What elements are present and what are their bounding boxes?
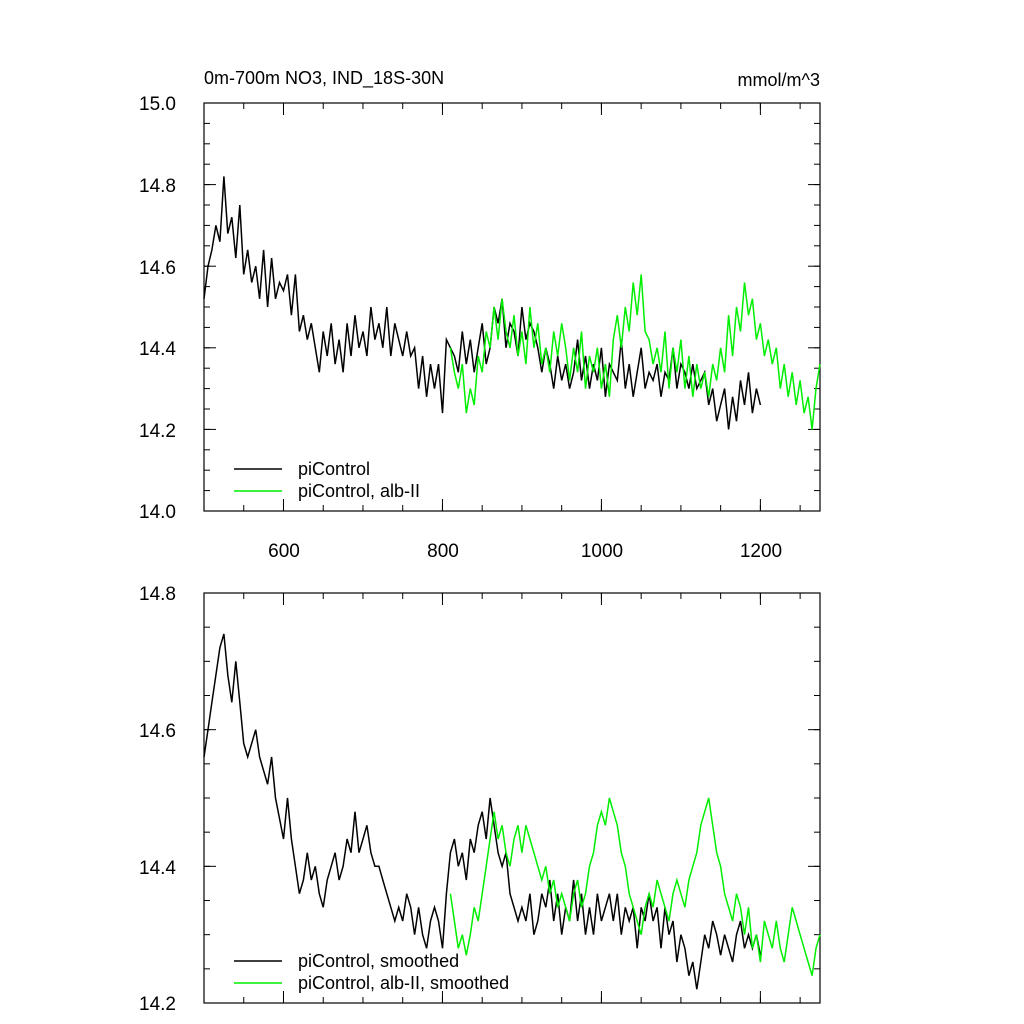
y-tick-label: 14.2 [139, 421, 176, 442]
series-line-picontrol [203, 176, 762, 430]
series-line-picontrol-alb-ii [449, 274, 821, 430]
top-plot-frame [203, 102, 821, 512]
legend-label: piControl, alb-II, smoothed [298, 973, 509, 993]
top-axis-ticks [204, 102, 820, 512]
y-tick-label: 14.4 [139, 858, 176, 879]
y-tick-label: 14.2 [139, 994, 176, 1015]
legend-label: piControl, smoothed [298, 951, 459, 971]
x-tick-label: 600 [268, 541, 300, 562]
y-tick-label: 14.4 [139, 339, 176, 360]
y-tick-label: 14.8 [139, 176, 176, 197]
y-tick-label: 15.0 [139, 94, 176, 115]
top-series-group [203, 176, 821, 430]
y-tick-label: 14.6 [139, 258, 176, 279]
series-line-picontrol-smoothed [203, 633, 762, 990]
y-tick-label: 14.6 [139, 721, 176, 742]
top-legend: piControl piControl, alb-II [234, 459, 420, 501]
bottom-panel: 14.2 14.4 14.6 14.8 piControl, smoothed … [139, 584, 821, 1015]
bottom-y-tick-labels: 14.2 14.4 14.6 14.8 [139, 584, 176, 1015]
legend-label: piControl [298, 459, 370, 479]
series-line-picontrol-alb-ii-smoothed [449, 797, 821, 976]
bottom-plot-frame [203, 592, 821, 1004]
top-y-tick-labels: 14.0 14.2 14.4 14.6 14.8 15.0 [139, 94, 176, 523]
chart-title: 0m-700m NO3, IND_18S-30N [204, 68, 444, 89]
top-panel: 0m-700m NO3, IND_18S-30N mmol/m^3 14.0 1… [139, 68, 821, 562]
units-label: mmol/m^3 [738, 70, 820, 90]
bottom-series-group [203, 633, 821, 990]
legend-label: piControl, alb-II [298, 481, 420, 501]
x-tick-label: 1000 [581, 541, 623, 562]
x-tick-label: 1200 [740, 541, 782, 562]
bottom-axis-ticks [204, 592, 820, 1004]
top-x-tick-labels: 600 800 1000 1200 [268, 541, 782, 562]
y-tick-label: 14.0 [139, 502, 176, 523]
x-tick-label: 800 [427, 541, 459, 562]
y-tick-label: 14.8 [139, 584, 176, 605]
bottom-legend: piControl, smoothed piControl, alb-II, s… [234, 951, 509, 993]
